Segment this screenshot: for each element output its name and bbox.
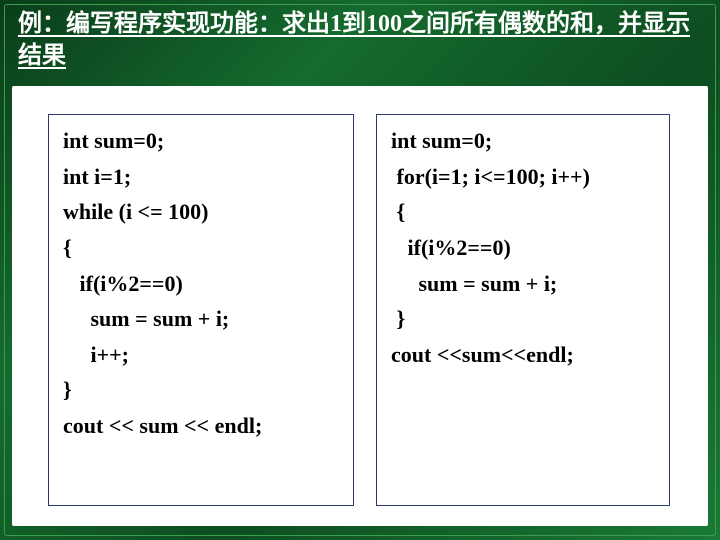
code-line: if(i%2==0) <box>63 266 339 302</box>
code-box-while: int sum=0; int i=1; while (i <= 100) { i… <box>48 114 354 506</box>
code-line: } <box>63 372 339 408</box>
code-line: cout <<sum<<endl; <box>391 337 655 373</box>
code-line: if(i%2==0) <box>391 230 655 266</box>
code-line: i++; <box>63 337 339 373</box>
code-box-for: int sum=0; for(i=1; i<=100; i++) { if(i%… <box>376 114 670 506</box>
code-line: { <box>391 194 655 230</box>
code-line: while (i <= 100) <box>63 194 339 230</box>
code-line: sum = sum + i; <box>63 301 339 337</box>
code-line: int i=1; <box>63 159 339 195</box>
content-area: int sum=0; int i=1; while (i <= 100) { i… <box>12 86 708 526</box>
code-line: } <box>391 301 655 337</box>
code-line: for(i=1; i<=100; i++) <box>391 159 655 195</box>
code-line: cout << sum << endl; <box>63 408 339 444</box>
code-line: sum = sum + i; <box>391 266 655 302</box>
code-line: int sum=0; <box>63 123 339 159</box>
code-line: { <box>63 230 339 266</box>
code-line: int sum=0; <box>391 123 655 159</box>
